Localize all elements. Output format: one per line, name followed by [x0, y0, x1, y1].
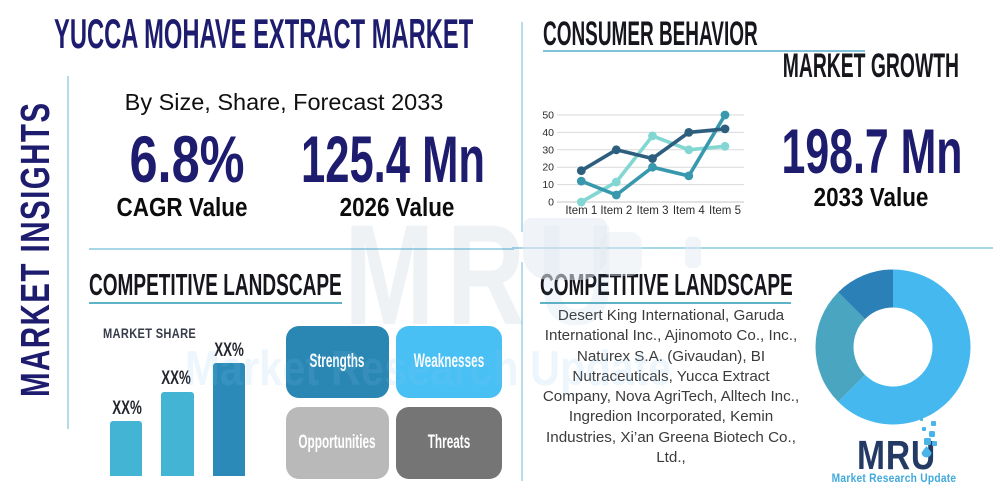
- svg-text:50: 50: [542, 110, 554, 122]
- svg-text:30: 30: [542, 144, 554, 156]
- svg-text:10: 10: [542, 179, 554, 191]
- svg-text:40: 40: [542, 127, 554, 139]
- svg-text:0: 0: [548, 197, 554, 209]
- svg-text:20: 20: [542, 162, 554, 174]
- svg-text:Item 3: Item 3: [637, 205, 669, 217]
- svg-text:Item 5: Item 5: [709, 205, 741, 217]
- svg-text:Item 4: Item 4: [673, 205, 706, 217]
- svg-text:Item 1: Item 1: [565, 205, 597, 217]
- svg-text:Item 2: Item 2: [600, 205, 632, 217]
